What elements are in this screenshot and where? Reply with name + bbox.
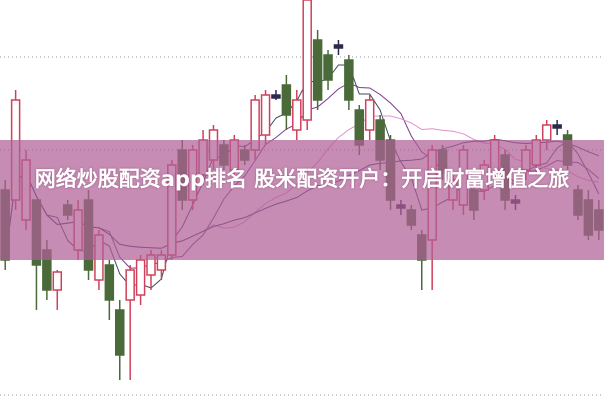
candle-body xyxy=(302,0,312,121)
candle-body xyxy=(125,269,135,301)
candle xyxy=(292,90,302,140)
candle xyxy=(115,300,125,380)
candle xyxy=(135,255,146,305)
candle xyxy=(260,90,271,145)
candle-body xyxy=(135,259,146,296)
candle-body xyxy=(281,84,292,116)
candle-body xyxy=(52,271,63,291)
candle-body xyxy=(344,59,354,101)
candle xyxy=(323,50,333,90)
candle xyxy=(364,95,375,140)
candle-body xyxy=(115,309,125,356)
candle-body xyxy=(292,99,302,131)
candle-body xyxy=(364,99,375,131)
candle xyxy=(333,40,344,55)
candle xyxy=(281,75,292,130)
candle-body xyxy=(323,54,333,81)
candle xyxy=(125,265,135,380)
candle-body xyxy=(104,264,115,301)
candle xyxy=(344,55,354,110)
title-banner xyxy=(0,140,604,260)
candle-body xyxy=(260,94,271,136)
candle-body xyxy=(271,94,281,99)
candle xyxy=(271,90,281,100)
candle-body xyxy=(333,44,344,49)
candle xyxy=(302,0,312,130)
candle xyxy=(552,120,562,135)
page-title: 网络炒股配资app排名 股米配资开户：开启财富增值之旅 xyxy=(34,167,570,191)
candle-body xyxy=(552,124,562,129)
candle xyxy=(312,30,323,110)
candle-body xyxy=(312,39,323,101)
candle xyxy=(52,270,63,310)
candle-body xyxy=(541,124,552,141)
candle xyxy=(104,260,115,320)
